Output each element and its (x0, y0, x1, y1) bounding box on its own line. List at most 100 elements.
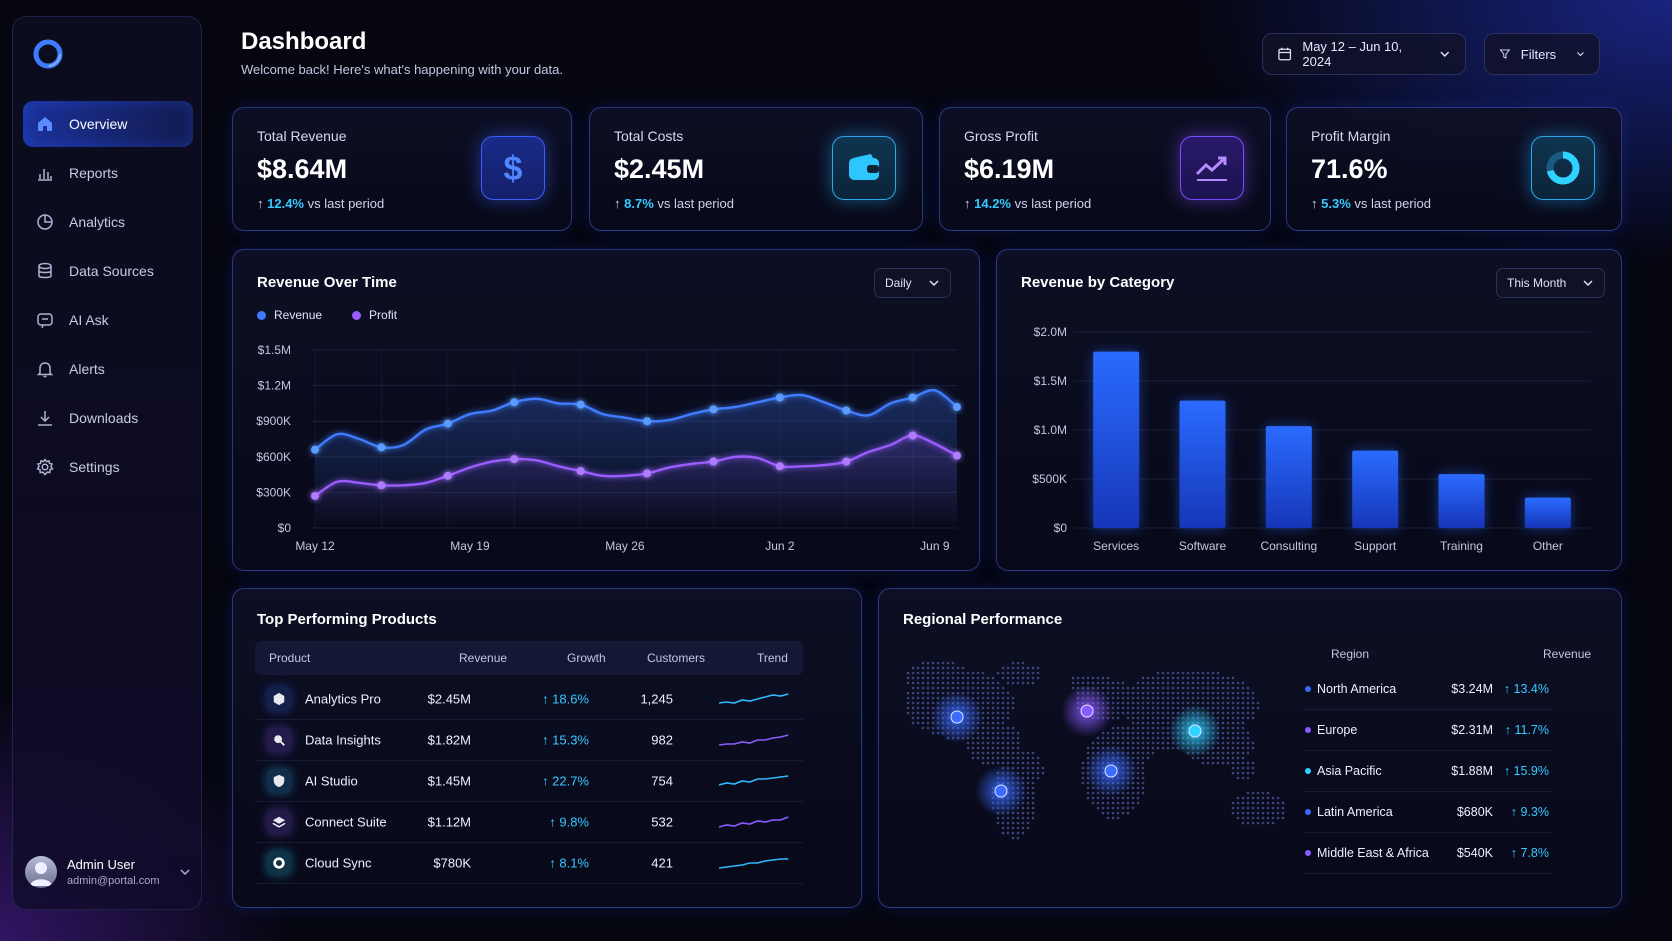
sidebar-item-ai-ask[interactable]: AI Ask (23, 297, 193, 343)
user-email: admin@portal.com (67, 875, 160, 887)
table-row[interactable]: Connect Suite $1.12M ↑ 9.8% 532 (255, 802, 803, 843)
region-revenue: $3.24M (1451, 682, 1493, 696)
product-revenue: $1.12M (427, 814, 471, 830)
ring-icon (267, 851, 291, 875)
data-point[interactable] (842, 457, 851, 466)
sidebar-item-analytics[interactable]: Analytics (23, 199, 193, 245)
table-row[interactable]: Analytics Pro $2.45M ↑ 18.6% 1,245 (255, 679, 803, 720)
data-point[interactable] (709, 405, 718, 414)
chevron-down-icon (1440, 51, 1450, 57)
hotspot-north-america[interactable] (950, 710, 964, 724)
bar-other[interactable] (1524, 497, 1571, 528)
data-point[interactable] (842, 406, 851, 415)
hotspot-asia-pacific[interactable] (1188, 724, 1202, 738)
product-growth: ↑ 22.7% (542, 773, 589, 789)
period-select[interactable]: This Month (1496, 268, 1606, 298)
data-point[interactable] (643, 469, 652, 478)
region-color-dot (1305, 686, 1311, 692)
data-point[interactable] (643, 417, 652, 426)
sidebar-item-downloads[interactable]: Downloads (23, 395, 193, 441)
sidebar-item-alerts[interactable]: Alerts (23, 346, 193, 392)
bar-software[interactable] (1179, 400, 1226, 528)
revenue-line-chart: $0 $300K $600K $900K $1.2M $1.5M May 12 May 19 M… (256, 343, 961, 553)
app-logo-icon[interactable] (31, 37, 65, 71)
product-revenue: $1.82M (427, 732, 471, 748)
y-tick-label: $900K (256, 414, 291, 428)
y-tick-label: $1.0M (1034, 423, 1067, 437)
user-menu[interactable]: Admin User admin@portal.com (25, 847, 191, 897)
hotspot-middle-east-africa[interactable] (1104, 764, 1118, 778)
donut-icon (1531, 136, 1595, 200)
date-range-picker[interactable]: May 12 – Jun 10, 2024 (1262, 33, 1466, 75)
region-row[interactable]: Latin America $680K ↑ 9.3% (1303, 792, 1553, 833)
table-row[interactable]: Cloud Sync $780K ↑ 8.1% 421 (255, 843, 803, 884)
y-tick-label: $500K (1032, 472, 1067, 486)
y-tick-label: $1.5M (1034, 374, 1067, 388)
world-map[interactable] (899, 649, 1303, 869)
region-row[interactable]: North America $3.24M ↑ 13.4% (1303, 669, 1553, 710)
chevron-down-icon (1577, 52, 1584, 57)
data-point[interactable] (908, 393, 917, 402)
data-point[interactable] (377, 481, 386, 490)
data-point[interactable] (953, 451, 961, 460)
kpi-card-profit-margin[interactable]: Profit Margin 71.6% ↑ 5.3% vs last perio… (1286, 107, 1622, 231)
period-select[interactable]: Daily (874, 268, 951, 298)
chevron-down-icon[interactable] (179, 866, 191, 878)
magnify-icon (267, 728, 291, 752)
filter-icon (1499, 49, 1511, 59)
region-color-dot (1305, 809, 1311, 815)
data-point[interactable] (510, 455, 519, 464)
column-header-customers[interactable]: Customers (647, 651, 706, 665)
data-point[interactable] (311, 491, 319, 500)
product-customers: 421 (651, 855, 673, 871)
filters-button[interactable]: Filters (1484, 33, 1600, 75)
table-row[interactable]: AI Studio $1.45M ↑ 22.7% 754 (255, 761, 803, 802)
avatar (25, 856, 57, 888)
data-point[interactable] (576, 400, 585, 409)
page-subtitle: Welcome back! Here's what's happening wi… (241, 62, 563, 77)
data-point[interactable] (443, 419, 452, 428)
data-point[interactable] (510, 398, 519, 407)
legend-item-revenue[interactable]: Revenue (257, 308, 322, 322)
bar-training[interactable] (1438, 474, 1485, 528)
sidebar-item-settings[interactable]: Settings (23, 444, 193, 490)
data-point[interactable] (775, 462, 784, 471)
revenue-by-category-panel: Revenue by Category This Month $0 $500K $1… (996, 249, 1622, 571)
kpi-card-gross-profit[interactable]: Gross Profit $6.19M ↑ 14.2% vs last peri… (939, 107, 1271, 231)
hotspot-latin-america[interactable] (994, 784, 1008, 798)
section-title: Regional Performance (903, 611, 1063, 628)
bar-consulting[interactable] (1265, 426, 1312, 528)
region-row[interactable]: Europe $2.31M ↑ 11.7% (1303, 710, 1553, 751)
region-row[interactable]: Asia Pacific $1.88M ↑ 15.9% (1303, 751, 1553, 792)
data-point[interactable] (377, 443, 386, 452)
download-icon (38, 411, 52, 426)
bar-support[interactable] (1352, 450, 1399, 528)
table-row[interactable]: Data Insights $1.82M ↑ 15.3% 982 (255, 720, 803, 761)
pie-chart-icon (37, 214, 53, 230)
data-point[interactable] (908, 431, 917, 440)
sidebar-item-reports[interactable]: Reports (23, 150, 193, 196)
legend-item-profit[interactable]: Profit (352, 308, 397, 322)
sidebar-item-overview[interactable]: Overview (23, 101, 193, 147)
product-revenue: $2.45M (427, 691, 471, 707)
region-row[interactable]: Middle East & Africa $540K ↑ 7.8% (1303, 833, 1553, 874)
column-header-region: Region (1331, 647, 1370, 661)
data-point[interactable] (576, 467, 585, 476)
data-point[interactable] (775, 393, 784, 402)
column-header-product[interactable]: Product (269, 651, 311, 665)
data-point[interactable] (311, 445, 319, 454)
kpi-card-total-revenue[interactable]: Total Revenue $8.64M ↑ 12.4% vs last per… (232, 107, 572, 231)
bar-services[interactable] (1093, 351, 1140, 528)
y-tick-label: $0 (278, 521, 292, 535)
hotspot-europe[interactable] (1080, 704, 1094, 718)
data-point[interactable] (953, 402, 961, 411)
data-point[interactable] (709, 457, 718, 466)
product-customers: 982 (651, 732, 673, 748)
kpi-card-total-costs[interactable]: Total Costs $2.45M ↑ 8.7% vs last period (589, 107, 923, 231)
column-header-growth[interactable]: Growth (567, 651, 606, 665)
column-header-revenue[interactable]: Revenue (459, 651, 508, 665)
data-point[interactable] (443, 471, 452, 480)
column-header-revenue: Revenue (1543, 647, 1592, 661)
kpi-value: 71.6% (1311, 154, 1388, 184)
sidebar-item-data-sources[interactable]: Data Sources (23, 248, 193, 294)
